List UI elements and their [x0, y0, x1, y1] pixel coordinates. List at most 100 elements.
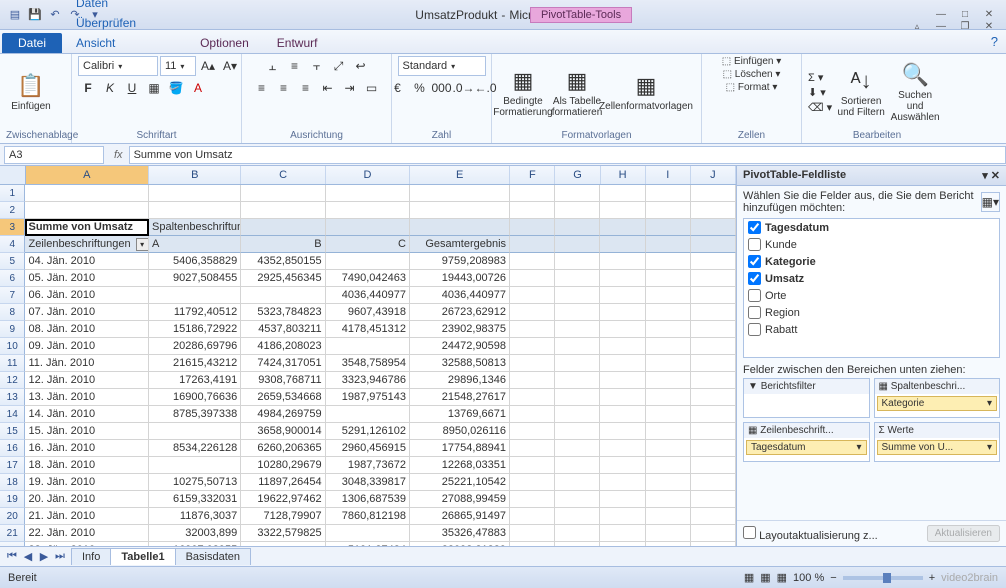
field-tagesdatum[interactable]: Tagesdatum	[744, 219, 999, 236]
view-normal-icon[interactable]: ▦	[744, 571, 754, 584]
cell[interactable]	[691, 423, 736, 440]
sheet-tab-basisdaten[interactable]: Basisdaten	[175, 548, 251, 565]
paste-button[interactable]: 📋 Einfügen	[6, 73, 56, 112]
align-center-icon[interactable]: ≡	[274, 78, 294, 98]
cell[interactable]: 19. Jän. 2010	[25, 474, 149, 491]
cell[interactable]: 16907,03955	[149, 542, 241, 546]
cell[interactable]	[510, 491, 555, 508]
cell[interactable]	[646, 202, 691, 219]
cell[interactable]	[25, 202, 149, 219]
cell[interactable]	[326, 202, 410, 219]
cell[interactable]: 19622,97462	[241, 491, 325, 508]
cell[interactable]	[149, 457, 241, 474]
cell[interactable]	[241, 542, 325, 546]
cell[interactable]	[600, 355, 645, 372]
cell[interactable]	[555, 474, 600, 491]
cell[interactable]: 21548,27617	[410, 389, 510, 406]
wrap-text-icon[interactable]: ↩	[351, 56, 371, 76]
cell[interactable]: 4036,440977	[410, 287, 510, 304]
cell[interactable]	[600, 457, 645, 474]
formula-bar[interactable]: Summe von Umsatz	[129, 146, 1006, 164]
cell[interactable]	[555, 372, 600, 389]
cell[interactable]: 4352,850155	[241, 253, 325, 270]
cell[interactable]	[646, 542, 691, 546]
cell[interactable]: 10280,29679	[241, 457, 325, 474]
cell[interactable]: 13769,6671	[410, 406, 510, 423]
report-filter-area[interactable]: ▼ Berichtsfilter	[743, 378, 870, 418]
cell[interactable]	[555, 389, 600, 406]
cell[interactable]	[326, 338, 410, 355]
cell[interactable]: 25221,10542	[410, 474, 510, 491]
cell[interactable]	[646, 525, 691, 542]
help-icon[interactable]: ?	[991, 34, 998, 49]
cell[interactable]	[691, 542, 736, 546]
cell[interactable]: 24472,90598	[410, 338, 510, 355]
cell[interactable]	[600, 389, 645, 406]
cell[interactable]: 16. Jän. 2010	[25, 440, 149, 457]
cell[interactable]	[600, 236, 645, 253]
sort-filter-button[interactable]: ᴬ↓Sortieren und Filtern	[836, 68, 886, 118]
cell[interactable]	[691, 253, 736, 270]
cell[interactable]: 18. Jän. 2010	[25, 457, 149, 474]
cell[interactable]	[326, 406, 410, 423]
cell[interactable]: 08. Jän. 2010	[25, 321, 149, 338]
italic-button[interactable]: K	[100, 78, 120, 98]
cell[interactable]: 26865,91497	[410, 508, 510, 525]
field-kunde[interactable]: Kunde	[744, 236, 999, 253]
cell[interactable]: 9308,768711	[241, 372, 325, 389]
cell[interactable]	[691, 202, 736, 219]
excel-icon[interactable]: ▤	[6, 6, 24, 24]
view-page-layout-icon[interactable]: ▦	[760, 571, 770, 584]
cell[interactable]	[555, 491, 600, 508]
cell[interactable]	[555, 338, 600, 355]
field-orte[interactable]: Orte	[744, 287, 999, 304]
conditional-format-button[interactable]: ▦Bedingte Formatierung	[498, 68, 548, 118]
cell[interactable]: Spaltenbeschriftungen ▾	[149, 219, 241, 236]
cell[interactable]	[510, 355, 555, 372]
cell[interactable]	[691, 219, 736, 236]
update-button[interactable]: Aktualisieren	[927, 525, 1000, 542]
cell[interactable]: 23. Jän. 2010	[25, 542, 149, 546]
shrink-font-icon[interactable]: A▾	[220, 56, 240, 76]
cell[interactable]	[510, 423, 555, 440]
merge-icon[interactable]: ▭	[362, 78, 382, 98]
row-header[interactable]: 7	[0, 287, 25, 304]
cell[interactable]: 5406,358829	[149, 253, 241, 270]
cell[interactable]	[410, 219, 510, 236]
cell[interactable]: 14. Jän. 2010	[25, 406, 149, 423]
cell[interactable]: 9027,508455	[149, 270, 241, 287]
fill-icon[interactable]: ⬇ ▾	[808, 86, 832, 99]
cell[interactable]	[510, 542, 555, 546]
cell[interactable]: 11876,3037	[149, 508, 241, 525]
cell[interactable]: 16900,76636	[149, 389, 241, 406]
cell[interactable]	[149, 185, 241, 202]
cell[interactable]: 8950,026116	[410, 423, 510, 440]
row-header[interactable]: 17	[0, 457, 25, 474]
cell[interactable]: 3323,946786	[326, 372, 410, 389]
align-top-icon[interactable]: ⫠	[263, 56, 283, 76]
cell[interactable]	[326, 253, 410, 270]
cell[interactable]	[600, 338, 645, 355]
tab-entwurf[interactable]: Entwurf	[263, 33, 332, 53]
cell[interactable]	[691, 508, 736, 525]
cell[interactable]	[691, 185, 736, 202]
cell[interactable]: 35326,47883	[410, 525, 510, 542]
col-header-J[interactable]: J	[691, 166, 736, 184]
cell[interactable]: A	[149, 236, 241, 253]
cell[interactable]	[510, 304, 555, 321]
cell[interactable]	[646, 219, 691, 236]
cell[interactable]: 5291,126102	[326, 423, 410, 440]
row-header[interactable]: 9	[0, 321, 25, 338]
defer-layout-checkbox[interactable]: Layoutaktualisierung z...	[743, 526, 878, 542]
percent-icon[interactable]: %	[410, 78, 430, 98]
cell[interactable]	[691, 525, 736, 542]
col-header-D[interactable]: D	[326, 166, 410, 184]
cell[interactable]: 1987,975143	[326, 389, 410, 406]
select-all-corner[interactable]	[0, 166, 26, 184]
cell[interactable]: 4537,803211	[241, 321, 325, 338]
cell[interactable]	[555, 542, 600, 546]
tab-überprüfen[interactable]: Überprüfen	[62, 13, 156, 33]
cell[interactable]	[410, 185, 510, 202]
cell[interactable]	[600, 321, 645, 338]
cell[interactable]	[600, 508, 645, 525]
